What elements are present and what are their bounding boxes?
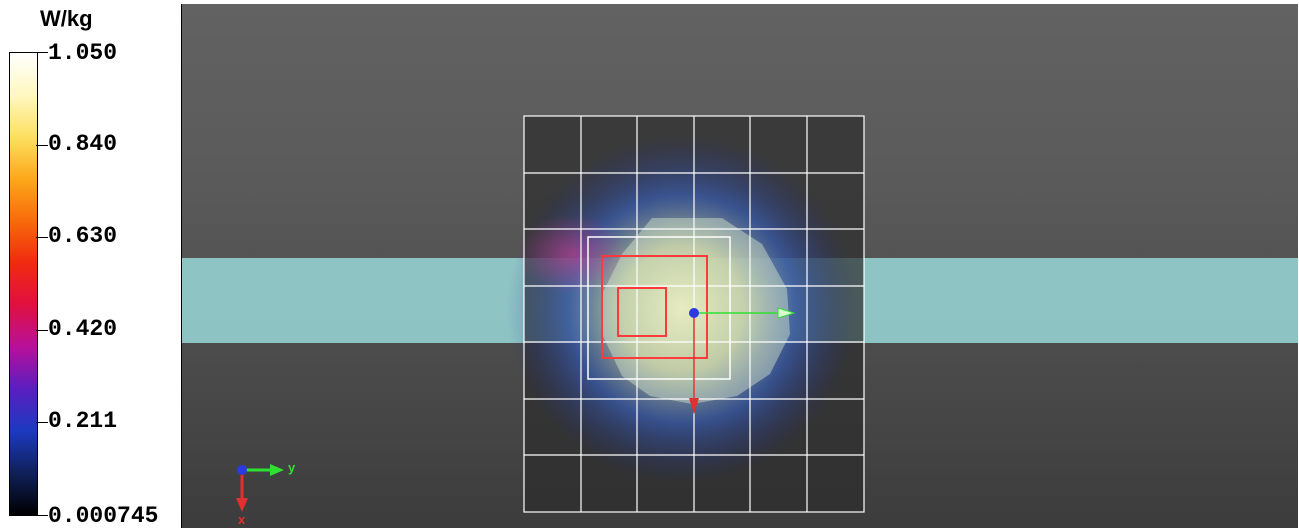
legend-tick: [36, 52, 48, 53]
legend-unit-label: W/kg: [40, 6, 93, 31]
orientation-axes: y x: [236, 460, 296, 527]
legend-tick: [36, 515, 48, 516]
zoom-scan-box: [587, 236, 731, 380]
legend-tick-label: 0.000745: [48, 503, 159, 529]
scene-svg: y x: [182, 115, 1298, 527]
legend-tick: [36, 237, 48, 238]
legend-tick: [36, 330, 48, 331]
legend-tick-label: 0.211: [48, 408, 118, 434]
legend-tick-label: 0.420: [48, 316, 118, 342]
peak-cube-1g: [617, 287, 667, 337]
color-legend: W/kg 1.050 0.840 0.630 0.420 0.211 0.000745: [0, 0, 180, 531]
sar-hotspot-pink: [517, 214, 627, 294]
legend-tick-label: 1.050: [48, 40, 118, 66]
legend-tick-label: 0.630: [48, 223, 118, 249]
axis-y-label: y: [288, 460, 296, 475]
measurement-grid: [523, 115, 865, 513]
render-viewport[interactable]: y x: [181, 4, 1298, 528]
peak-cube-10g: [601, 255, 708, 359]
legend-tick: [36, 145, 48, 146]
device-axes: [689, 307, 796, 414]
legend-tick: [36, 422, 48, 423]
colorbar: [9, 52, 38, 516]
legend-tick-label: 0.840: [48, 131, 118, 157]
axis-x-label: x: [238, 512, 246, 527]
